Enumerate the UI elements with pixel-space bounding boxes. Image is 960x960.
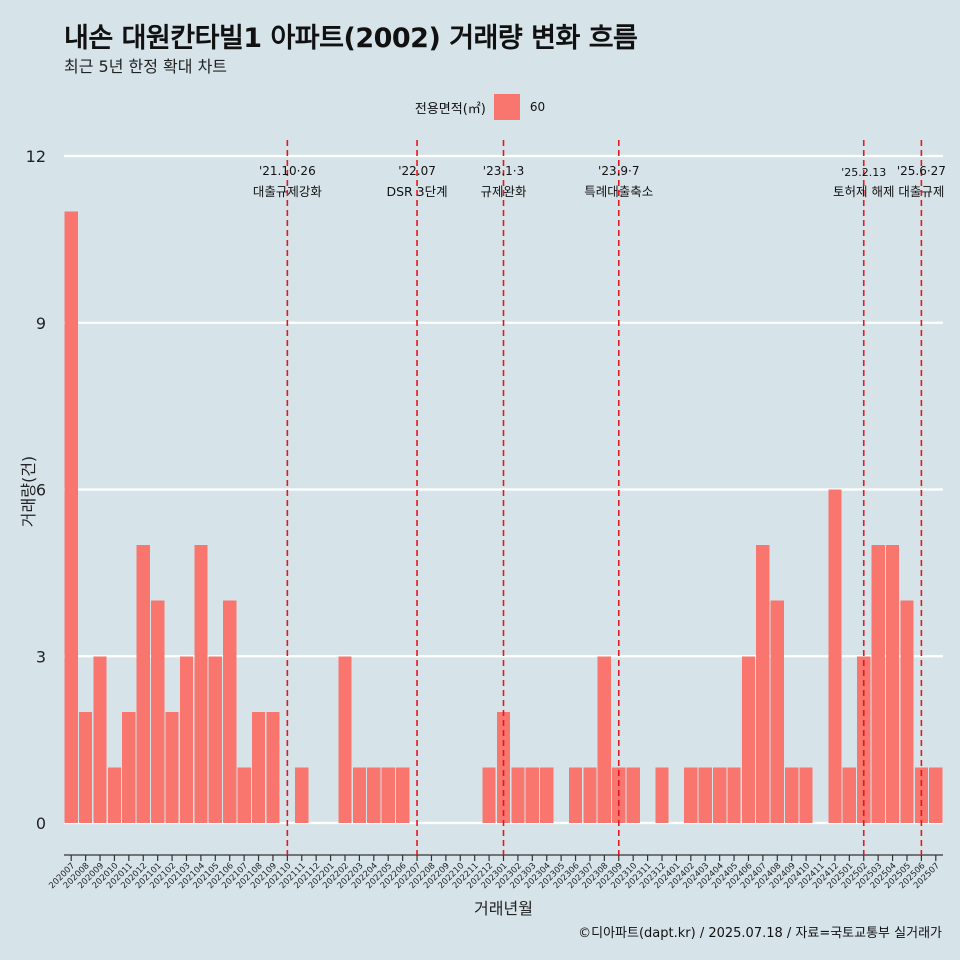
bar bbox=[251, 711, 266, 823]
chart-title: 내손 대원칸타빌1 아파트(2002) 거래량 변화 흐름 bbox=[64, 23, 638, 54]
legend-title: 전용면적(㎡) bbox=[414, 101, 486, 117]
bar bbox=[741, 656, 756, 823]
event-label: DSR 3단계 bbox=[386, 184, 447, 199]
bar bbox=[684, 767, 698, 823]
bar bbox=[352, 767, 367, 823]
y-tick-label: 12 bbox=[26, 147, 46, 166]
bar bbox=[713, 767, 727, 823]
bar bbox=[165, 711, 179, 823]
event-date: '25.6·27 bbox=[897, 164, 946, 178]
bar bbox=[799, 767, 813, 823]
bar bbox=[338, 656, 352, 823]
bar bbox=[237, 767, 251, 823]
bar bbox=[900, 600, 914, 823]
event-date: '23.1·3 bbox=[483, 164, 524, 178]
bar bbox=[525, 767, 539, 823]
event-date: '23.9·7 bbox=[598, 164, 639, 178]
legend-color-key bbox=[493, 94, 520, 120]
bar bbox=[568, 767, 583, 823]
bar bbox=[626, 767, 640, 823]
bar bbox=[482, 767, 496, 823]
y-tick-label: 6 bbox=[36, 481, 46, 500]
bar bbox=[929, 767, 943, 823]
legend-label: 60 bbox=[529, 100, 546, 114]
bar bbox=[511, 767, 525, 823]
bar bbox=[770, 600, 784, 823]
bar bbox=[496, 711, 511, 823]
y-axis-title: 거래량(건) bbox=[19, 456, 38, 527]
y-tick-label: 9 bbox=[36, 314, 46, 333]
bar bbox=[885, 545, 900, 823]
bar bbox=[785, 767, 799, 823]
bar bbox=[179, 656, 194, 823]
bar bbox=[381, 767, 395, 823]
bar bbox=[583, 767, 597, 823]
bar bbox=[727, 767, 741, 823]
bar bbox=[756, 545, 770, 823]
bar bbox=[151, 600, 165, 823]
y-tick-label: 0 bbox=[36, 814, 46, 833]
bar bbox=[871, 545, 885, 823]
bar bbox=[107, 767, 122, 823]
event-date: '25.2.13 bbox=[841, 166, 886, 179]
bar bbox=[540, 767, 554, 823]
bar bbox=[266, 711, 280, 823]
bar bbox=[857, 656, 871, 823]
bar bbox=[136, 545, 150, 823]
bar bbox=[367, 767, 381, 823]
bar bbox=[122, 711, 136, 823]
x-axis-title: 거래년월 bbox=[474, 899, 533, 918]
chart-subtitle: 최근 5년 한정 확대 차트 bbox=[64, 57, 228, 76]
bar bbox=[223, 600, 237, 823]
event-label: 대출규제강화 bbox=[253, 184, 323, 199]
event-label: 대출규제 bbox=[898, 184, 944, 199]
bar bbox=[655, 767, 669, 823]
source-caption: ©디아파트(dapt.kr) / 2025.07.18 / 자료=국토교통부 실… bbox=[578, 926, 942, 941]
y-tick-label: 3 bbox=[36, 647, 46, 666]
bar bbox=[828, 489, 842, 823]
event-date: '21.10·26 bbox=[259, 164, 316, 178]
bar bbox=[842, 767, 856, 823]
bar bbox=[78, 711, 93, 823]
event-label: 특례대출축소 bbox=[584, 184, 653, 199]
event-label: 규제완화 bbox=[480, 184, 527, 199]
bar bbox=[597, 656, 611, 823]
legend: 전용면적(㎡) 60 bbox=[0, 92, 960, 122]
event-date: '22.07 bbox=[398, 164, 436, 178]
bar bbox=[194, 545, 208, 823]
bar bbox=[64, 211, 78, 824]
bar bbox=[295, 767, 309, 823]
event-label: 토허제 해제 bbox=[833, 184, 894, 199]
bar bbox=[93, 656, 107, 823]
bar bbox=[396, 767, 410, 823]
bar bbox=[698, 767, 712, 823]
bar bbox=[208, 656, 222, 823]
